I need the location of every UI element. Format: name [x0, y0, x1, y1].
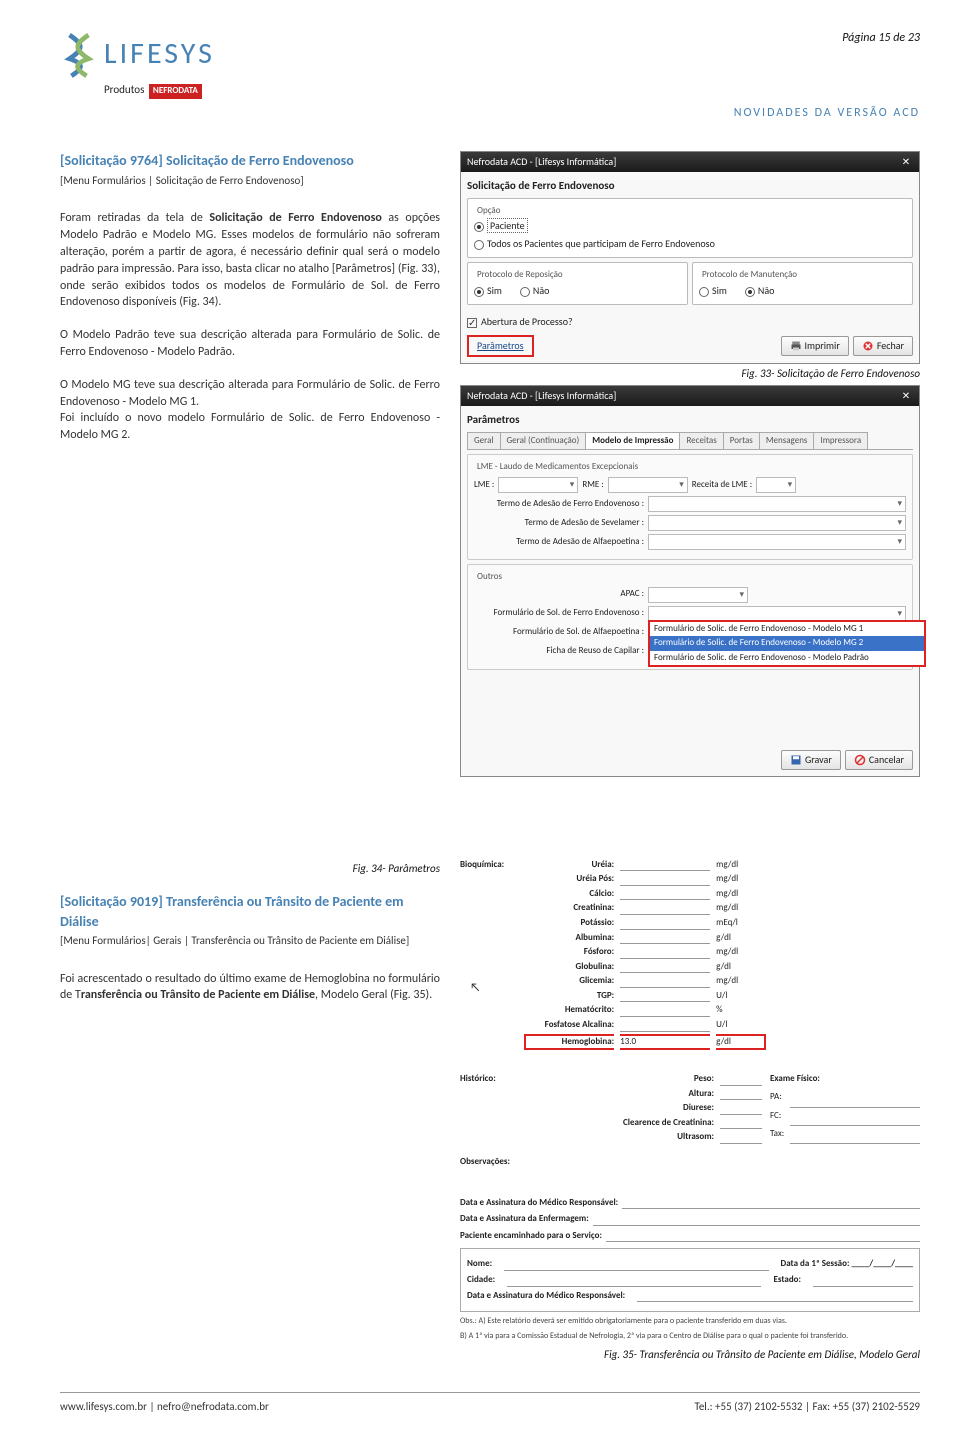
historico-grid: Peso:Altura:Diurese:Clearence de Creatin…	[528, 1073, 762, 1144]
fechar-button[interactable]: Fechar	[853, 336, 913, 356]
footer-left: www.lifesys.com.br | nefro@nefrodata.com…	[60, 1399, 269, 1414]
section2-menu-path: [Menu Formulários| Gerais | Transferênci…	[60, 933, 440, 948]
obs-note2: B) A 1ª via para a Comissão Estadual de …	[460, 1331, 920, 1342]
encaminhamento-box: Nome: Data da 1ª Sessão: ____/____/____ …	[460, 1248, 920, 1312]
section1-para1: Foram retiradas da tela de Solicitação d…	[60, 210, 440, 311]
apac-select[interactable]	[648, 587, 748, 603]
window1-titlebar: Nefrodata ACD - [Lifesys Informática] ✕	[461, 152, 919, 172]
fig35-caption: Fig. 35- Transferência ou Trânsito de Pa…	[460, 1347, 920, 1362]
outros-group-title: Outros	[474, 571, 505, 584]
param-tabs: Geral Geral (Continuação) Modelo de Impr…	[467, 432, 913, 451]
page-number: Página 15 de 23	[842, 30, 920, 47]
nefrodata-badge: NEFRODATA	[149, 84, 202, 99]
fig34-caption: Fig. 34- Parâmetros	[60, 861, 440, 876]
termo-alfa-select[interactable]	[648, 534, 906, 550]
abertura-checkbox[interactable]: Abertura de Processo?	[467, 315, 573, 328]
exame-fisico-label: Exame Físico:	[770, 1073, 920, 1089]
hemoglobina-label: Hemoglobina:	[524, 1034, 614, 1051]
window-solicitacao-ferro: Nefrodata ACD - [Lifesys Informática] ✕ …	[460, 151, 920, 364]
dropdown-item-mg1[interactable]: Formulário de Solic. de Ferro Endovenoso…	[650, 622, 924, 637]
tab-geral-cont[interactable]: Geral (Continuação)	[500, 432, 587, 450]
produtos-line: Produtos NEFRODATA	[104, 82, 215, 99]
manut-sim[interactable]: Sim	[699, 284, 727, 298]
tab-modelo-impressao[interactable]: Modelo de Impressão	[585, 432, 680, 450]
hemoglobina-value: 13.0	[620, 1034, 710, 1051]
produtos-prefix: Produtos	[104, 83, 144, 96]
parametros-link[interactable]: Parâmetros	[467, 335, 534, 357]
page-title: NOVIDADES DA VERSÃO ACD	[60, 105, 920, 122]
rme-select[interactable]	[608, 477, 688, 493]
footer-right: Tel.: +55 (37) 2102-5532 | Fax: +55 (37)…	[694, 1399, 920, 1414]
tab-mensagens[interactable]: Mensagens	[759, 432, 815, 450]
close-icon[interactable]: ✕	[899, 155, 913, 169]
section1-para3: O Modelo MG teve sua descrição alterada …	[60, 377, 440, 411]
section1-para4: Foi incluído o novo modelo Formulário de…	[60, 410, 440, 444]
repos-nao[interactable]: Não	[520, 284, 550, 298]
section1-title: [Solicitação 9764] Solicitação de Ferro …	[60, 151, 440, 171]
section2-para: Foi acrescentado o resultado do último e…	[60, 971, 440, 1005]
radio-paciente[interactable]: Paciente	[474, 219, 528, 233]
logo-icon	[60, 30, 98, 78]
radio-todos-pacientes[interactable]: Todos os Pacientes que participam de Fer…	[474, 237, 715, 251]
section1-para2: O Modelo Padrão teve sua descrição alter…	[60, 327, 440, 361]
imprimir-button[interactable]: Imprimir	[781, 336, 849, 356]
termo-sevelamer-select[interactable]	[648, 515, 906, 531]
protocolo-manut-label: Protocolo de Manutenção	[699, 269, 800, 282]
tab-impressora[interactable]: Impressora	[813, 432, 868, 450]
obs-note1: Obs.: A) Este relatório deverá ser emiti…	[460, 1316, 920, 1327]
receita-lme-select[interactable]	[756, 477, 796, 493]
manut-nao[interactable]: Não	[745, 284, 775, 298]
tab-geral[interactable]: Geral	[467, 432, 501, 450]
bioquimica-heading: Bioquímica:	[460, 859, 504, 872]
tab-receitas[interactable]: Receitas	[679, 432, 723, 450]
window1-title: Nefrodata ACD - [Lifesys Informática]	[467, 155, 616, 169]
opcao-label: Opção	[474, 205, 503, 218]
termo-ferro-select[interactable]	[648, 496, 906, 512]
dropdown-item-mg2[interactable]: Formulário de Solic. de Ferro Endovenoso…	[650, 636, 924, 651]
tab-portas[interactable]: Portas	[723, 432, 760, 450]
form-ferro-dropdown-list: Formulário de Solic. de Ferro Endovenoso…	[648, 620, 926, 668]
cursor-icon: ↖	[470, 980, 481, 997]
cancel-icon	[854, 754, 866, 766]
save-icon	[790, 754, 802, 766]
close-red-icon	[862, 340, 874, 352]
section1-menu-path: [Menu Formulários | Solicitação de Ferro…	[60, 173, 440, 188]
window-parametros: Nefrodata ACD - [Lifesys Informática] ✕ …	[460, 385, 920, 776]
observacoes-label: Observações:	[460, 1156, 920, 1169]
section2-title: [Solicitação 9019] Transferência ou Trân…	[60, 892, 440, 931]
window2-title: Nefrodata ACD - [Lifesys Informática]	[467, 389, 616, 403]
page-footer: www.lifesys.com.br | nefro@nefrodata.com…	[60, 1392, 920, 1414]
gravar-button[interactable]: Gravar	[781, 750, 841, 770]
fig33-caption: Fig. 33- Solicitação de Ferro Endovenoso	[460, 366, 920, 381]
protocolo-reposicao-label: Protocolo de Reposição	[474, 269, 566, 282]
logo: LIFESYS	[60, 30, 215, 78]
bioquimica-grid: Uréia:mg/dlUréia Pós:mg/dlCálcio:mg/dlCr…	[524, 859, 812, 1051]
historico-label: Histórico:	[460, 1073, 520, 1144]
lme-group-title: LME - Laudo de Medicamentos Excepcionais	[474, 461, 641, 474]
print-icon	[790, 340, 802, 352]
close-icon[interactable]: ✕	[899, 389, 913, 403]
logo-text: LIFESYS	[104, 33, 215, 75]
repos-sim[interactable]: Sim	[474, 284, 502, 298]
lme-select[interactable]	[498, 477, 578, 493]
window2-titlebar: Nefrodata ACD - [Lifesys Informática] ✕	[461, 386, 919, 406]
window1-subtitle: Solicitação de Ferro Endovenoso	[467, 178, 913, 193]
dropdown-item-padrao[interactable]: Formulário de Solic. de Ferro Endovenoso…	[650, 651, 924, 666]
page-header: LIFESYS Produtos NEFRODATA Página 15 de …	[60, 30, 920, 99]
window2-subtitle: Parâmetros	[467, 412, 913, 427]
cancelar-button[interactable]: Cancelar	[845, 750, 913, 770]
